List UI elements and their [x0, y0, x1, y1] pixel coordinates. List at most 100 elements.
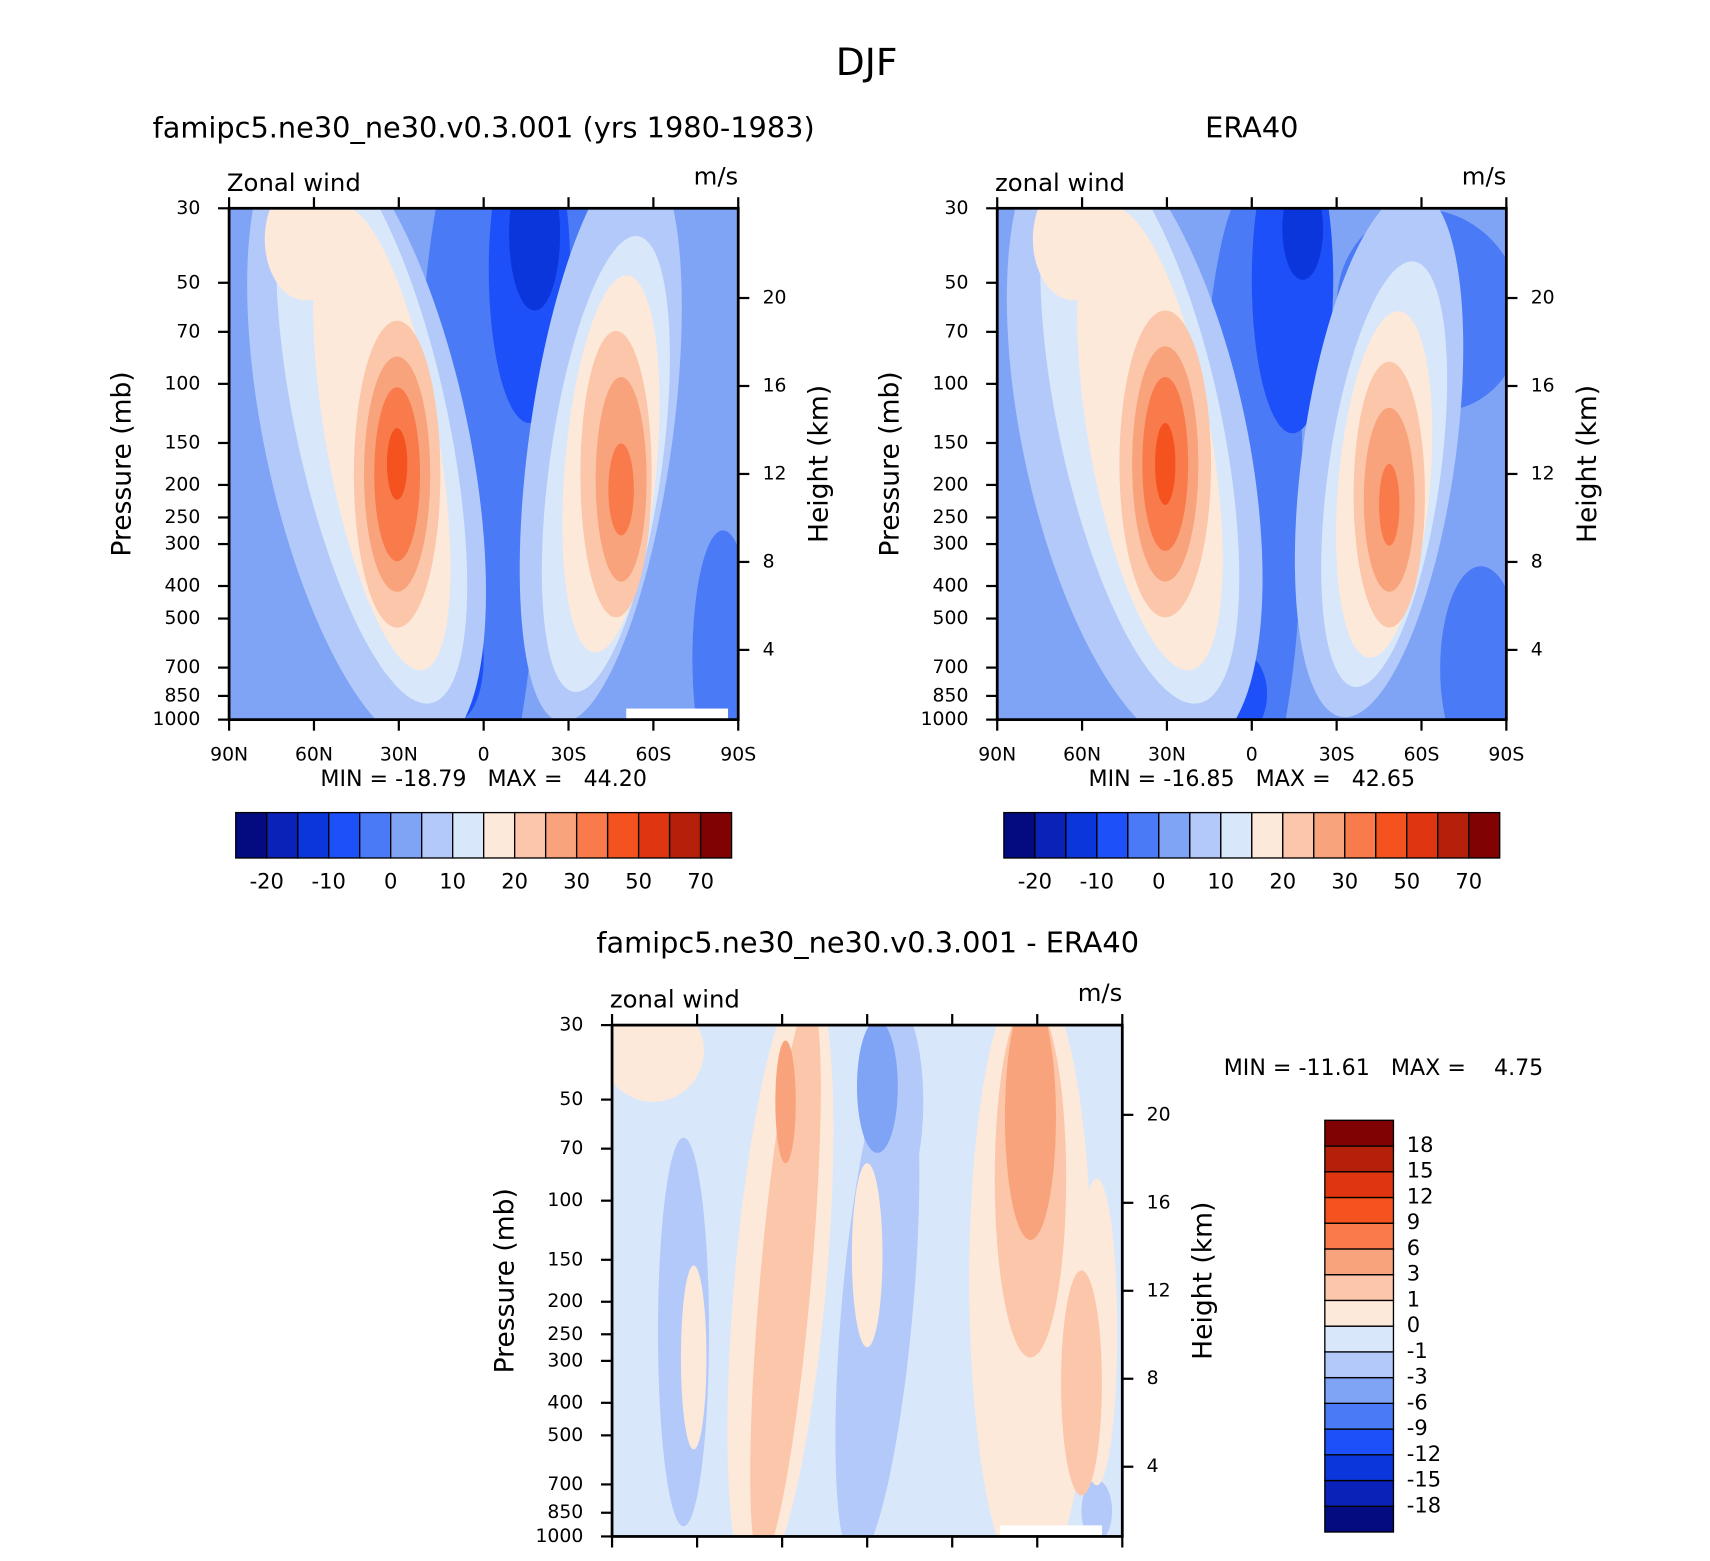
colorbar-box — [1324, 1274, 1395, 1302]
y-tick-label: 850 — [164, 685, 200, 706]
colorbar-box — [1324, 1376, 1395, 1405]
colorbar-label: 15 — [1407, 1158, 1434, 1183]
colorbar-box — [1344, 811, 1377, 859]
colorbar-box — [1324, 1145, 1395, 1173]
y-tick-label: 150 — [933, 432, 969, 453]
y-tick-label: 200 — [547, 1291, 583, 1312]
y2-tick-label: 4 — [1531, 639, 1543, 660]
colorbar-label: -6 — [1407, 1389, 1428, 1414]
colorbar-box — [1065, 811, 1098, 859]
colorbar-label: 6 — [1407, 1235, 1420, 1260]
colorbar-label: 70 — [1455, 868, 1482, 893]
y2-axis-title: Height (km) — [1572, 385, 1603, 543]
y-tick-label: 100 — [164, 373, 200, 394]
colorbar-label: 0 — [1152, 868, 1165, 893]
y-tick-label: 50 — [176, 272, 200, 293]
y-axis-title: Pressure (mb) — [106, 371, 137, 556]
colorbar-box — [1313, 811, 1346, 859]
stats: MIN = -11.61 MAX = 4.75 — [1224, 1055, 1544, 1081]
x-tick-label: 60S — [1404, 745, 1440, 766]
colorbar-box — [1324, 1505, 1395, 1533]
y-tick-label: 300 — [547, 1350, 583, 1371]
y2-tick-label: 8 — [1147, 1368, 1159, 1389]
contour-field — [612, 1025, 1123, 1537]
colorbar-box — [699, 811, 733, 859]
colorbar-label: 10 — [1207, 868, 1234, 893]
colorbar-label: -10 — [1080, 868, 1114, 893]
y-tick-label: 70 — [559, 1138, 583, 1159]
y-tick-label: 250 — [547, 1324, 583, 1345]
colorbar-label: 20 — [501, 868, 528, 893]
y-tick-label: 30 — [559, 1015, 583, 1036]
x-tick-label: 0 — [1246, 745, 1258, 766]
colorbar-box — [1251, 811, 1284, 859]
contour-fill — [851, 1163, 883, 1348]
y-tick-label: 150 — [547, 1249, 583, 1270]
contour-fill — [775, 1040, 796, 1164]
colorbar-box — [1324, 1299, 1395, 1327]
y-tick-label: 50 — [559, 1089, 583, 1110]
stats: MIN = -18.79 MAX = 44.20 — [320, 766, 647, 792]
y2-tick-label: 8 — [1531, 551, 1543, 572]
missing-data — [626, 708, 729, 720]
contour-fill — [692, 530, 739, 720]
left-label: zonal wind — [995, 168, 1125, 197]
y-tick-label: 700 — [164, 657, 200, 678]
y-tick-label: 500 — [933, 608, 969, 629]
y2-axis-title: Height (km) — [1188, 1202, 1219, 1360]
colorbar-box — [544, 811, 578, 859]
colorbar-box — [1324, 1454, 1395, 1482]
colorbar-label: 1 — [1407, 1286, 1420, 1311]
contour-fill — [608, 443, 634, 536]
colorbar-box — [1324, 1248, 1395, 1276]
y-tick-label: 1000 — [535, 1526, 583, 1547]
y2-tick-label: 16 — [763, 375, 787, 396]
y-tick-label: 500 — [164, 608, 200, 629]
colorbar-label: 10 — [439, 868, 466, 893]
y-tick-label: 70 — [176, 321, 200, 342]
colorbar-label: 3 — [1407, 1261, 1420, 1286]
colorbar-box — [1324, 1325, 1395, 1353]
colorbar-box — [266, 811, 299, 859]
right-label: m/s — [1078, 978, 1123, 1007]
x-tick-label: 90S — [1488, 745, 1524, 766]
colorbar-box — [483, 811, 516, 859]
colorbar-box — [1158, 811, 1191, 859]
contour-fill — [1440, 566, 1507, 720]
colorbar-label: -20 — [250, 868, 284, 893]
contour-fill — [1032, 208, 1115, 301]
colorbar-label: 50 — [625, 868, 652, 893]
y-axis-title: Pressure (mb) — [489, 1188, 520, 1373]
x-tick-label: 30S — [1319, 745, 1355, 766]
colorbar-box — [1282, 811, 1315, 859]
y-tick-label: 400 — [547, 1392, 583, 1413]
y-tick-label: 500 — [547, 1425, 583, 1446]
colorbar-box — [390, 811, 423, 859]
x-tick-label: 90S — [720, 745, 756, 766]
y2-tick-label: 4 — [763, 639, 775, 660]
colorbar-box — [1324, 1119, 1395, 1147]
chart-title: famipc5.ne30_ne30.v0.3.001 (yrs 1980-198… — [153, 111, 815, 145]
colorbar-box — [359, 811, 392, 859]
colorbar-box — [1189, 811, 1222, 859]
y-tick-label: 30 — [176, 198, 200, 219]
y-tick-label: 100 — [547, 1190, 583, 1211]
colorbar-label: -10 — [312, 868, 346, 893]
colorbar-box — [1096, 811, 1129, 859]
colorbar-box — [1034, 811, 1067, 859]
y-tick-label: 250 — [933, 507, 969, 528]
contour-fill — [680, 1265, 707, 1450]
colorbar-box — [513, 811, 547, 859]
contour-fill — [1155, 423, 1176, 505]
colorbar-box — [1468, 811, 1501, 859]
contour-fill — [1282, 208, 1324, 280]
colorbar-label: 30 — [1331, 868, 1358, 893]
colorbar-label: -1 — [1407, 1338, 1428, 1363]
y-tick-label: 100 — [933, 373, 969, 394]
y-tick-label: 300 — [933, 534, 969, 555]
colorbar-box — [235, 811, 268, 859]
x-tick-label: 90N — [210, 745, 248, 766]
x-tick-label: 30S — [551, 745, 587, 766]
y2-axis-title: Height (km) — [804, 385, 835, 543]
